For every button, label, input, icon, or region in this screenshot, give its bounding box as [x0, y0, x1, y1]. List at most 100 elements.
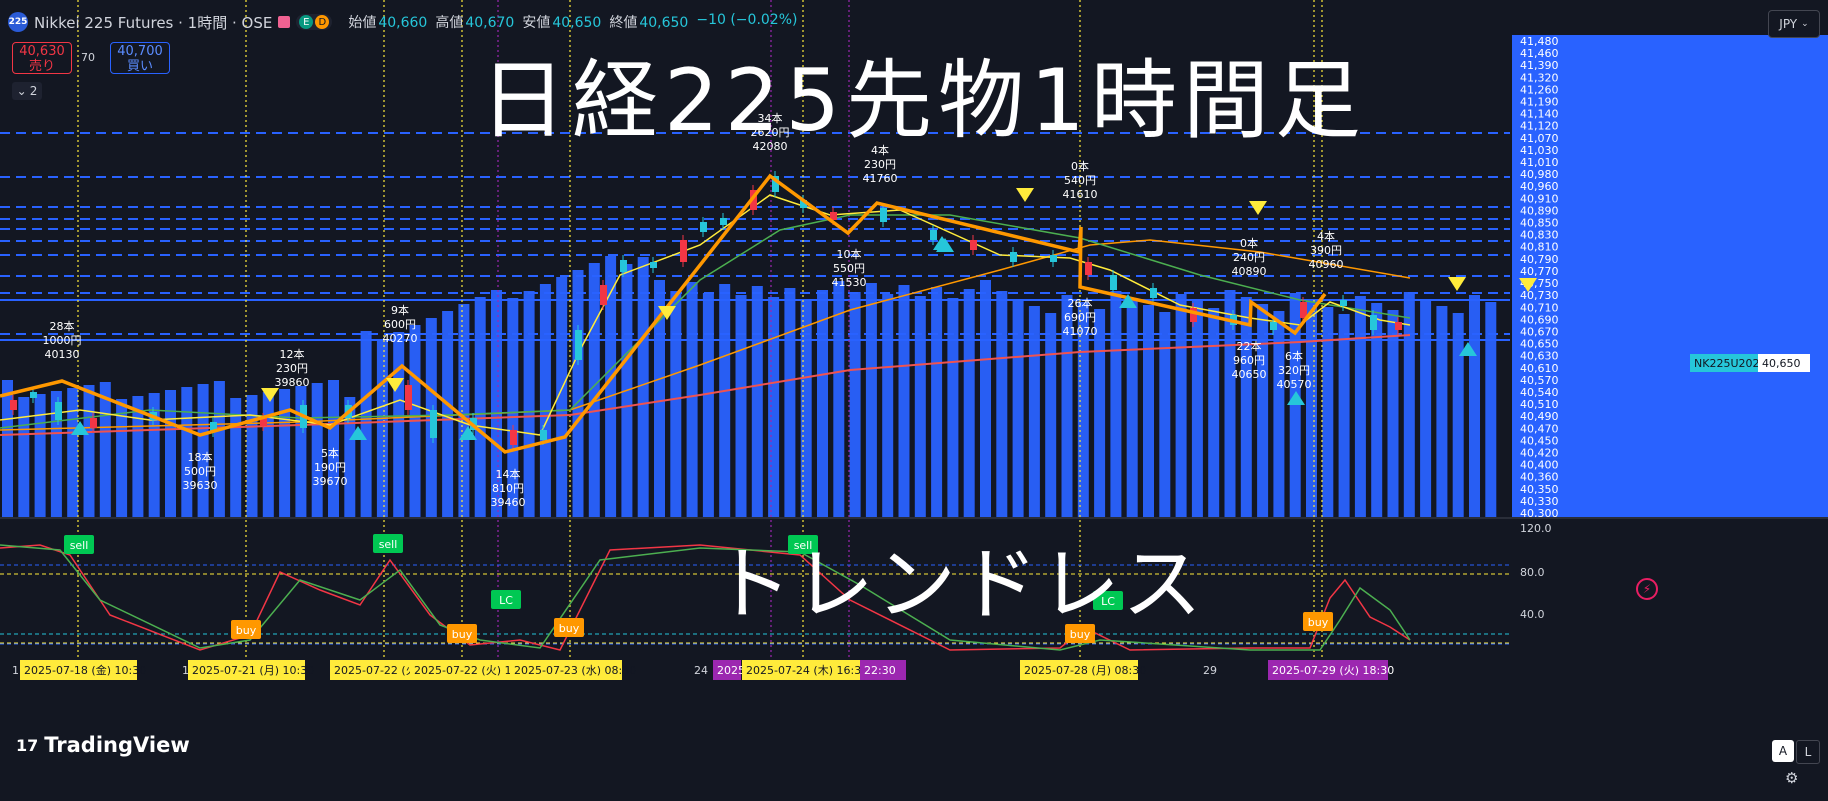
log-scale-button[interactable]: L — [1796, 740, 1820, 764]
sell-price: 40,630 — [19, 44, 65, 59]
osc-fast-line — [0, 544, 1411, 651]
volume-bar — [34, 394, 46, 517]
volume-bar — [1485, 302, 1497, 517]
volume-bar — [670, 291, 682, 517]
sell-badge: sell — [379, 538, 398, 551]
volume-bar — [116, 399, 128, 517]
time-mark-bg — [510, 660, 622, 680]
price-axis-label: 40,330 — [1520, 495, 1559, 508]
zigzag-label-line: 5本 — [321, 446, 339, 460]
volume-bar — [1387, 310, 1399, 517]
volume-bar — [1306, 300, 1317, 517]
zigzag-label-line: 190円 — [314, 461, 346, 474]
price-axis-label: 40,490 — [1520, 410, 1559, 423]
price-axis-label: 41,070 — [1520, 132, 1559, 145]
volume-bar — [1354, 296, 1366, 517]
volume-bar — [1208, 308, 1220, 517]
up-triangle — [1287, 391, 1305, 405]
sma-long-line — [0, 334, 1411, 436]
low-value: 40,650 — [552, 15, 602, 31]
price-axis-label: 40,670 — [1520, 325, 1559, 338]
volume-bar — [197, 384, 209, 517]
volume-bars — [2, 256, 1497, 517]
volume-bar — [1273, 311, 1285, 517]
volume-bar — [980, 280, 991, 517]
volume-bar — [1322, 307, 1334, 517]
volume-bar — [1420, 299, 1432, 517]
zigzag-label-line: 41530 — [832, 276, 867, 289]
volume-bar — [1371, 303, 1383, 517]
volume-bar — [833, 281, 845, 517]
price-axis-label: 40,690 — [1520, 313, 1559, 326]
volume-bar — [507, 298, 519, 517]
d-badge: D — [315, 15, 330, 29]
zigzag-label-line: 0本 — [1071, 159, 1089, 173]
currency-selector[interactable]: JPY ⌄ — [1768, 10, 1820, 38]
volume-bar — [376, 339, 388, 517]
gear-icon[interactable]: ⚙ — [1785, 769, 1799, 787]
brand-label: TradingView — [44, 733, 190, 757]
volume-bar — [637, 257, 649, 517]
candle-body — [830, 212, 837, 220]
tradingview-branding[interactable]: 17 TradingView — [16, 733, 190, 757]
indicators-collapse-button[interactable]: ⌄ 2 — [12, 82, 42, 100]
candle-body — [800, 200, 807, 208]
zigzag-label-line: 810円 — [492, 482, 524, 495]
volume-bar — [849, 292, 861, 517]
zigzag-label-line: 960円 — [1233, 354, 1265, 367]
zigzag-label-line: 39460 — [491, 496, 526, 509]
price-axis-label: 40,710 — [1520, 301, 1559, 314]
price-axis-label: 40,570 — [1520, 374, 1559, 387]
close-label: 終値 — [609, 15, 638, 31]
time-mark: 2025-07-21 (月) 10:30 — [192, 664, 314, 677]
zigzag-label-line: 39630 — [183, 479, 218, 492]
symbol-title[interactable]: Nikkei 225 Futures · 1時間 · OSE — [34, 13, 273, 32]
auto-scale-button[interactable]: A — [1772, 740, 1794, 762]
candle-body — [750, 190, 757, 210]
time-mark: 2025-07-22 (火) 16:30 — [414, 664, 536, 677]
zigzag-label-line: 34本 — [758, 111, 783, 125]
time-mark: 2025-07-22 (火) — [334, 664, 421, 677]
candle-body — [970, 240, 977, 250]
buy-button[interactable]: 40,700 買い — [110, 42, 170, 74]
candle-body — [880, 208, 887, 222]
low-label: 安値 — [522, 15, 551, 31]
time-axis-label: 29 — [1203, 664, 1217, 677]
down-triangle — [1249, 201, 1267, 215]
flag-icon[interactable] — [278, 16, 291, 28]
volume-bar — [784, 288, 796, 517]
volume-bar — [458, 304, 470, 517]
volume-bar — [719, 284, 731, 517]
zigzag-label-line: 14本 — [496, 467, 521, 481]
volume-bar — [817, 290, 828, 517]
candle-body — [1050, 255, 1057, 262]
zigzag-label-line: 40960 — [1309, 258, 1344, 271]
close-value: 40,650 — [639, 15, 689, 31]
candle-body — [405, 385, 412, 410]
candle-body — [1190, 308, 1197, 322]
lightning-icon[interactable]: ⚡ — [1636, 578, 1658, 600]
candle-body — [1300, 302, 1307, 318]
price-axis-label: 40,790 — [1520, 253, 1559, 266]
volume-bar — [1061, 295, 1073, 517]
change-value: −10 (−0.02%) — [696, 12, 798, 28]
session-badges[interactable]: E D — [296, 14, 333, 30]
candle-body — [210, 422, 217, 432]
volume-bar — [735, 295, 747, 517]
zigzag-label-line: 26本 — [1068, 296, 1093, 310]
time-mark-bg — [330, 660, 412, 680]
zigzag-label-line: 42080 — [753, 140, 788, 153]
volume-bar — [1452, 313, 1464, 517]
price-axis-label: 40,830 — [1520, 229, 1559, 242]
zigzag-label-line: 40130 — [45, 348, 80, 361]
volume-bar — [295, 386, 307, 517]
sell-button[interactable]: 40,630 売り — [12, 42, 72, 74]
sell-badge: sell — [794, 539, 813, 552]
time-mark: 2025-07-28 (月) 08:30 — [1024, 664, 1146, 677]
volume-bar — [83, 385, 95, 517]
volume-bar — [1045, 313, 1057, 517]
volume-bar — [1403, 292, 1415, 517]
e-badge: E — [299, 15, 314, 29]
